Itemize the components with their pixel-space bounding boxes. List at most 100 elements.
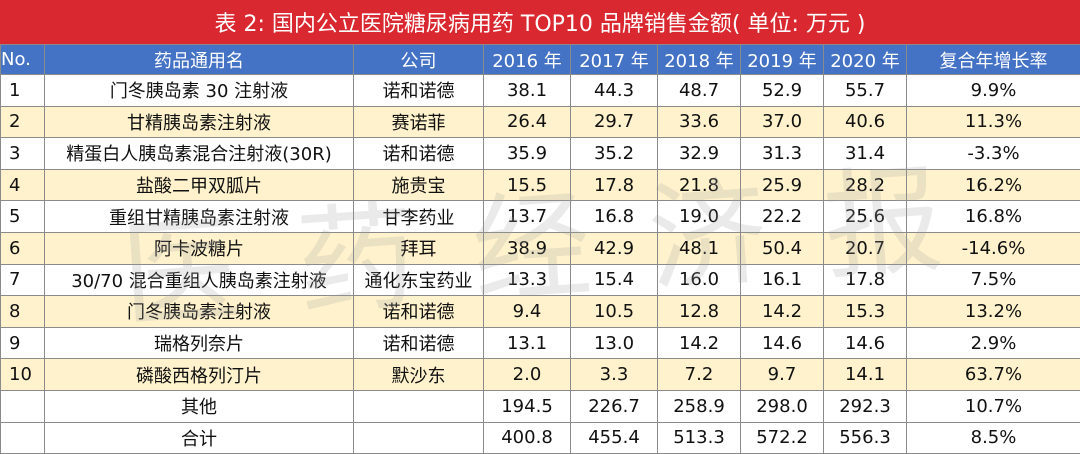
table-cell: 38.9 (484, 232, 571, 264)
table-cell: 赛诺菲 (354, 106, 484, 138)
table-cell: 13.7 (484, 201, 571, 233)
table-cell: 50.4 (741, 232, 824, 264)
table-cell: 513.3 (658, 422, 741, 454)
table-cell: 通化东宝药业 (354, 264, 484, 296)
table-cell: 25.6 (824, 201, 907, 233)
table-cell: 14.6 (741, 327, 824, 359)
table-cell: 阿卡波糖片 (45, 232, 354, 264)
table-cell: 15.4 (571, 264, 658, 296)
table-cell: 精蛋白人胰岛素混合注射液(30R) (45, 138, 354, 170)
table-cell: 5 (1, 201, 45, 233)
table-title: 表 2: 国内公立医院糖尿病用药 TOP10 品牌销售金额( 单位: 万元 ) (0, 0, 1080, 44)
table-cell: 35.2 (571, 138, 658, 170)
table-cell: 16.0 (658, 264, 741, 296)
column-header: 2018 年 (658, 45, 741, 75)
table-cell: 44.3 (571, 75, 658, 107)
table-cell: 48.7 (658, 75, 741, 107)
table-cell: 40.6 (824, 106, 907, 138)
table-cell: 3.3 (571, 359, 658, 391)
table-cell: 37.0 (741, 106, 824, 138)
table-cell: 瑞格列奈片 (45, 327, 354, 359)
table-cell: 盐酸二甲双胍片 (45, 169, 354, 201)
table-cell: 14.2 (658, 327, 741, 359)
table-cell: 29.7 (571, 106, 658, 138)
table-cell: 19.0 (658, 201, 741, 233)
table-cell: 556.3 (824, 422, 907, 454)
table-cell: 10.7% (907, 390, 1080, 422)
table-cell: 诺和诺德 (354, 296, 484, 328)
table-cell: 合计 (45, 422, 354, 454)
table-cell: 16.8 (571, 201, 658, 233)
table-cell: 13.3 (484, 264, 571, 296)
table-cell: 11.3% (907, 106, 1080, 138)
table-cell: 16.1 (741, 264, 824, 296)
column-header: 2019 年 (741, 45, 824, 75)
table-cell: 21.8 (658, 169, 741, 201)
table-cell: 施贵宝 (354, 169, 484, 201)
table-cell: 572.2 (741, 422, 824, 454)
table-cell: 55.7 (824, 75, 907, 107)
table-cell (1, 390, 45, 422)
table-cell: 3 (1, 138, 45, 170)
table-cell: 9.9% (907, 75, 1080, 107)
table-cell: 重组甘精胰岛素注射液 (45, 201, 354, 233)
table-cell: 8 (1, 296, 45, 328)
table-cell (354, 422, 484, 454)
table-cell: 42.9 (571, 232, 658, 264)
table-cell: 38.1 (484, 75, 571, 107)
table-cell: 17.8 (571, 169, 658, 201)
column-header: No. (1, 45, 45, 75)
table-cell: 30/70 混合重组人胰岛素注射液 (45, 264, 354, 296)
table-cell: 8.5% (907, 422, 1080, 454)
table-cell: 14.2 (741, 296, 824, 328)
column-header: 药品通用名 (45, 45, 354, 75)
table-cell: 4 (1, 169, 45, 201)
table-cell: 其他 (45, 390, 354, 422)
table-cell: 298.0 (741, 390, 824, 422)
column-header: 复合年增长率 (907, 45, 1080, 75)
column-header: 2016 年 (484, 45, 571, 75)
column-header: 2020 年 (824, 45, 907, 75)
table-cell: 2 (1, 106, 45, 138)
table-cell: 15.3 (824, 296, 907, 328)
table-cell: 磷酸西格列汀片 (45, 359, 354, 391)
table-cell: 25.9 (741, 169, 824, 201)
table-cell: 默沙东 (354, 359, 484, 391)
table-cell: 16.8% (907, 201, 1080, 233)
table-cell: 10.5 (571, 296, 658, 328)
table-cell: 7.5% (907, 264, 1080, 296)
table-cell: -14.6% (907, 232, 1080, 264)
table-cell: 门冬胰岛素 30 注射液 (45, 75, 354, 107)
table-cell: 31.4 (824, 138, 907, 170)
table-cell: 13.2% (907, 296, 1080, 328)
table-cell: 32.9 (658, 138, 741, 170)
table-cell: 2.0 (484, 359, 571, 391)
table-cell: -3.3% (907, 138, 1080, 170)
table-cell: 12.8 (658, 296, 741, 328)
table-cell: 31.3 (741, 138, 824, 170)
table-cell (354, 390, 484, 422)
column-header: 公司 (354, 45, 484, 75)
table-cell: 诺和诺德 (354, 138, 484, 170)
table-cell: 门冬胰岛素注射液 (45, 296, 354, 328)
table-cell: 甘精胰岛素注射液 (45, 106, 354, 138)
table-cell: 2.9% (907, 327, 1080, 359)
table-cell: 26.4 (484, 106, 571, 138)
table-cell (1, 422, 45, 454)
table-cell: 10 (1, 359, 45, 391)
table-cell: 1 (1, 75, 45, 107)
table-cell: 7.2 (658, 359, 741, 391)
